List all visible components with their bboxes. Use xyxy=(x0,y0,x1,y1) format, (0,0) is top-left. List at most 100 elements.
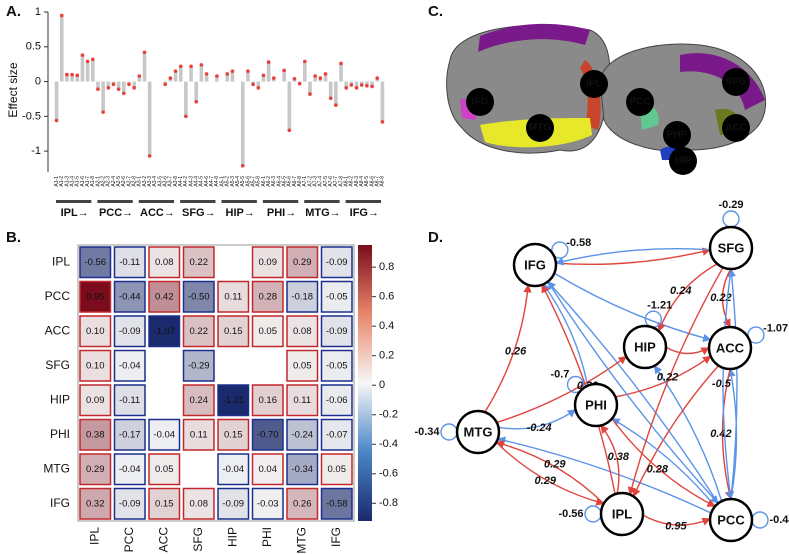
matrix-cell xyxy=(320,487,353,520)
bar-marker xyxy=(111,82,116,87)
x-tick-label: A4-6 xyxy=(204,176,210,187)
matrix-cell xyxy=(251,246,284,279)
bar-marker xyxy=(59,13,64,18)
x-tick-label: A4-5 xyxy=(199,176,205,187)
bar xyxy=(199,64,204,82)
matrix-cell xyxy=(286,384,319,417)
matrix-cell xyxy=(251,280,284,313)
cell-value: -0.11 xyxy=(119,395,140,406)
bar-marker xyxy=(334,103,338,108)
cell-value: 0.09 xyxy=(86,395,105,406)
matrix-cell xyxy=(113,349,146,382)
network-edge xyxy=(642,514,711,526)
network-edge xyxy=(611,418,716,508)
bar xyxy=(344,81,349,88)
colorbar-tick-label: -0.6 xyxy=(379,468,398,480)
bar xyxy=(116,81,121,90)
self-loop xyxy=(751,511,769,529)
x-tick-label: A1-6 xyxy=(80,176,86,187)
matrix-cell xyxy=(182,384,215,417)
group-bar xyxy=(304,200,340,203)
matrix-cell xyxy=(286,246,319,279)
matrix-cell xyxy=(79,349,112,382)
bar xyxy=(334,81,338,106)
matrix-cell xyxy=(79,487,112,520)
cell-value: -0.05 xyxy=(326,360,348,371)
x-tick-label: A6-2 xyxy=(266,176,272,187)
bar xyxy=(204,73,209,82)
network-node xyxy=(708,497,754,543)
x-tick-label: A2-1 xyxy=(95,176,101,187)
bar xyxy=(101,81,105,113)
cell-value: -0.50 xyxy=(188,291,210,302)
x-tick-label: A6-8 xyxy=(297,176,303,187)
cell-value: 0.10 xyxy=(86,326,105,337)
network-edge xyxy=(498,409,577,430)
row-label: PCC xyxy=(45,289,71,303)
cell-value: 0.42 xyxy=(155,291,174,302)
cell-value: 0.16 xyxy=(259,395,278,406)
column-label: HIP xyxy=(225,527,239,547)
x-tick-label: A4-4 xyxy=(194,176,200,187)
bar-marker xyxy=(313,74,317,78)
x-tick-label: A5-1 xyxy=(219,176,225,187)
bar-marker xyxy=(132,86,136,90)
edge-weight: 0.22 xyxy=(710,292,731,304)
row-label: IFG xyxy=(50,496,70,510)
self-loop xyxy=(584,505,602,523)
network-node xyxy=(512,242,558,288)
bar-marker xyxy=(375,76,380,80)
colorbar xyxy=(358,245,372,521)
network-edge xyxy=(657,263,718,332)
self-loop-weight: -0.56 xyxy=(558,508,583,520)
x-tick-label: A7-2 xyxy=(307,176,313,187)
bar-marker xyxy=(303,59,307,64)
bar xyxy=(96,81,100,90)
matrix-cell xyxy=(182,246,215,279)
x-tick-label: A7-7 xyxy=(333,176,339,187)
edge-weight: 0.42 xyxy=(710,428,731,440)
cell-value: -0.04 xyxy=(222,464,244,475)
network-edge xyxy=(727,268,738,500)
bar-marker xyxy=(365,83,369,88)
x-tick-label: A6-7 xyxy=(292,176,298,187)
bar-marker xyxy=(240,163,245,168)
bar-marker xyxy=(339,61,343,66)
region-label: PCC xyxy=(629,97,650,108)
x-tick-label: A7-5 xyxy=(323,176,329,187)
group-bar xyxy=(97,200,133,203)
x-tick-label: A8-8 xyxy=(380,176,386,187)
bar xyxy=(90,59,95,82)
edge-weight: -0.24 xyxy=(527,422,552,434)
group-label: IPL→ xyxy=(61,207,89,219)
bar-marker xyxy=(85,59,90,64)
cell-value: -0.09 xyxy=(222,498,244,509)
self-loop xyxy=(551,241,569,259)
self-loop-weight: -0.44 xyxy=(769,514,789,526)
self-loop-weight: -0.58 xyxy=(566,237,591,249)
bar xyxy=(54,81,59,121)
x-tick-label: A2-7 xyxy=(126,176,132,187)
x-tick-label: A3-8 xyxy=(173,176,179,187)
matrix-cell xyxy=(79,453,112,486)
region-marker xyxy=(526,114,554,142)
bar-marker xyxy=(173,69,178,73)
bar xyxy=(173,71,178,82)
bar-marker xyxy=(354,86,359,90)
x-tick-label: A1-4 xyxy=(69,176,75,187)
column-label: ACC xyxy=(156,527,170,553)
cell-value: -0.56 xyxy=(84,257,106,268)
bar xyxy=(308,81,312,95)
cell-value: -0.70 xyxy=(257,429,279,440)
matrix-cell xyxy=(79,384,112,417)
bar xyxy=(215,76,219,82)
cell-value: -0.11 xyxy=(119,257,140,268)
panel-label: C. xyxy=(428,3,443,20)
x-tick-label: A3-4 xyxy=(152,176,158,187)
x-tick-label: A2-4 xyxy=(111,176,117,187)
y-tick-label: 0 xyxy=(35,75,41,87)
bar-marker xyxy=(215,74,219,78)
bar-marker xyxy=(323,72,328,76)
y-tick-label: -1 xyxy=(31,145,41,157)
